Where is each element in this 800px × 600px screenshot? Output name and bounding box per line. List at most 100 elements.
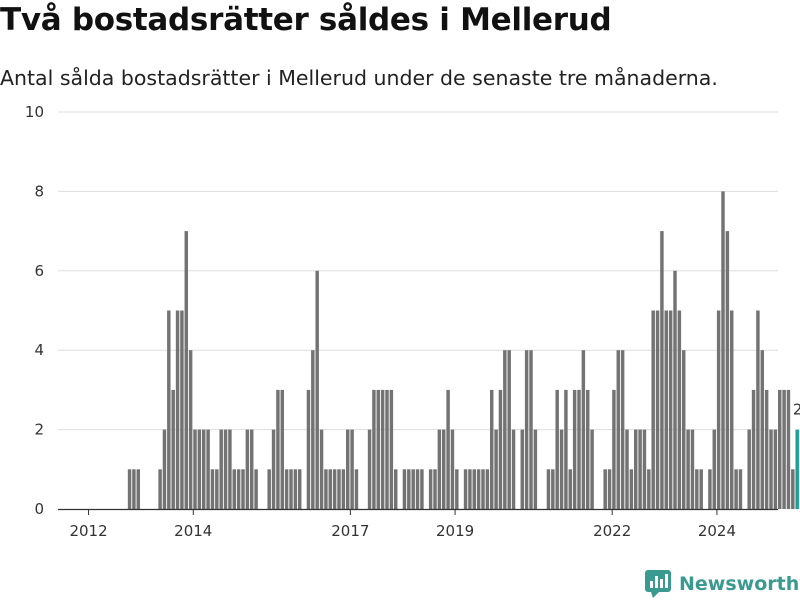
bar <box>577 389 581 509</box>
bar <box>721 191 725 509</box>
y-tick-label: 6 <box>34 262 44 280</box>
bar <box>551 469 555 509</box>
bar <box>730 310 734 509</box>
bar <box>215 469 219 509</box>
bar <box>607 469 612 509</box>
x-tick-label: 2017 <box>331 522 369 540</box>
bar <box>162 429 167 509</box>
bar <box>284 469 289 509</box>
bar <box>494 429 498 509</box>
bar <box>747 429 751 509</box>
bar <box>184 231 189 509</box>
bar <box>158 469 162 509</box>
bar <box>682 350 686 509</box>
bar <box>415 469 420 509</box>
logo-text: Newsworthy <box>679 573 800 595</box>
bar <box>167 310 171 509</box>
bar <box>690 429 695 509</box>
bar <box>250 429 254 509</box>
bar <box>223 429 228 509</box>
bar <box>420 469 424 509</box>
bar <box>394 469 398 509</box>
bar <box>764 389 769 509</box>
y-tick-label: 8 <box>34 182 44 200</box>
bar <box>778 389 782 509</box>
bar <box>468 469 472 509</box>
bar <box>380 389 385 509</box>
bar <box>476 469 481 509</box>
annotations: 2 <box>793 401 800 419</box>
bar <box>354 469 359 509</box>
bar <box>202 429 206 509</box>
bar <box>280 389 285 509</box>
bar <box>773 429 778 509</box>
bar <box>612 389 616 509</box>
bar <box>446 389 450 509</box>
bar <box>625 429 629 509</box>
bar <box>219 429 223 509</box>
bar <box>236 469 241 509</box>
bar <box>197 429 202 509</box>
bar <box>289 469 293 509</box>
bar <box>298 469 302 509</box>
bar <box>616 350 621 509</box>
bar <box>450 429 455 509</box>
bar <box>293 469 298 509</box>
bar <box>311 350 315 509</box>
bar <box>586 389 590 509</box>
bar <box>276 389 280 509</box>
bar <box>760 350 765 509</box>
bar <box>533 429 538 509</box>
bar <box>695 469 699 509</box>
bar <box>712 429 717 509</box>
bar <box>673 270 677 509</box>
bar <box>638 429 642 509</box>
bar <box>634 429 638 509</box>
bar <box>490 389 494 509</box>
bar <box>389 389 394 509</box>
bar <box>503 350 507 509</box>
bar <box>271 429 276 509</box>
bar <box>171 389 175 509</box>
bar <box>324 469 328 509</box>
bar <box>254 469 258 509</box>
y-tick-label: 4 <box>34 341 44 359</box>
bar <box>546 469 551 509</box>
bar <box>782 389 786 509</box>
bar <box>245 429 250 509</box>
bar-series <box>127 191 799 509</box>
bar <box>603 469 607 509</box>
bar <box>337 469 341 509</box>
bar <box>581 350 586 509</box>
bar <box>428 469 433 509</box>
bar <box>716 310 721 509</box>
bar <box>132 469 136 509</box>
bar <box>232 469 237 509</box>
bar <box>791 469 795 509</box>
x-tick-label: 2022 <box>593 522 631 540</box>
y-tick-label: 2 <box>34 421 44 439</box>
bar <box>193 429 197 509</box>
bar <box>372 389 376 509</box>
bar <box>385 389 389 509</box>
bar <box>511 429 516 509</box>
bar <box>228 429 232 509</box>
y-axis-tick-labels: 0 2 4 6 8 10 <box>25 103 44 518</box>
bar <box>346 429 350 509</box>
bar <box>376 389 381 509</box>
bar <box>175 310 180 509</box>
y-tick-label: 10 <box>25 103 44 121</box>
bar <box>206 429 210 509</box>
bar <box>442 429 446 509</box>
bar <box>319 429 324 509</box>
x-axis: 2012 2014 2017 2019 2022 2024 <box>58 508 778 540</box>
bar <box>708 469 712 509</box>
bar <box>655 310 660 509</box>
bar <box>572 389 577 509</box>
bar <box>315 270 319 509</box>
bar <box>328 469 333 509</box>
bar <box>485 469 490 509</box>
bar-latest <box>795 429 799 509</box>
bar <box>367 429 372 509</box>
